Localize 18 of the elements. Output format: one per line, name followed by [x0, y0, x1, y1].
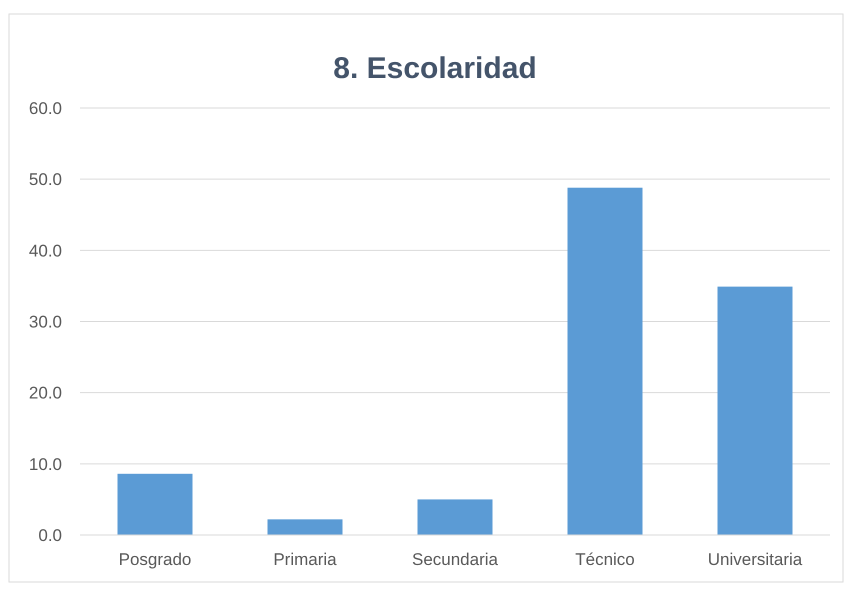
bar [118, 474, 192, 535]
chart-title: 8. Escolaridad [333, 52, 537, 85]
y-tick-label: 60.0 [28, 98, 62, 118]
bar [718, 286, 792, 535]
y-tick-label: 0.0 [38, 526, 62, 545]
x-tick-label: Técnico [575, 550, 635, 569]
y-tick-label: 20.0 [28, 384, 62, 403]
y-tick-label: 40.0 [28, 241, 62, 260]
y-tick-label: 50.0 [28, 170, 62, 190]
bar [418, 499, 492, 535]
bar [268, 519, 342, 535]
x-tick-label: Posgrado [118, 550, 192, 569]
x-tick-label: Universitaria [708, 550, 803, 569]
y-tick-label: 10.0 [28, 454, 62, 474]
y-tick-label: 30.0 [28, 312, 62, 332]
x-tick-label: Primaria [273, 550, 338, 569]
x-tick-label: Secundaria [412, 550, 499, 569]
bar [568, 188, 642, 535]
